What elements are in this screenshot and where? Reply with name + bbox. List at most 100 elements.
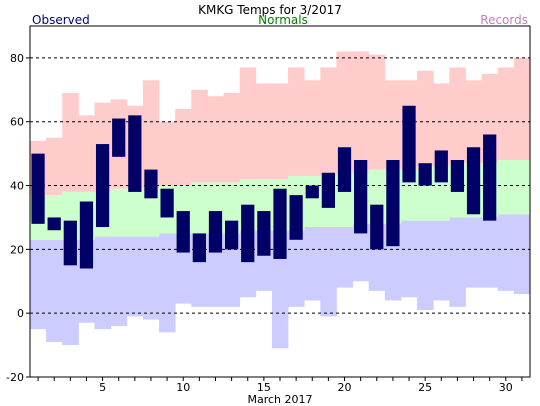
records-low-band-day-8 [142, 236, 160, 320]
legend-normals: Normals [258, 13, 308, 27]
observed-bar-day-29 [483, 134, 497, 221]
records-high-band-day-3 [62, 93, 79, 192]
x-axis-tick-labels: 5 10 15 20 25 30 [99, 381, 513, 394]
observed-bar-day-11 [192, 233, 206, 263]
records-low-band-day-16 [271, 230, 289, 349]
observed-bar-day-4 [79, 201, 94, 269]
records-low-band-day-5 [94, 236, 112, 330]
observed-bar-day-9 [160, 188, 174, 218]
records-high-band-day-13 [223, 93, 241, 183]
records-high-band-day-15 [255, 83, 273, 180]
records-low-band-day-24 [400, 220, 418, 298]
records-high-band-day-9 [159, 121, 176, 186]
observed-bar-day-13 [225, 220, 239, 250]
normals-band-day-31 [513, 160, 531, 215]
records-low-band-day-28 [465, 217, 483, 288]
records-low-band-day-30 [497, 214, 515, 291]
y-tick-label-0: 0 [17, 307, 24, 320]
records-low-band-day-2 [46, 239, 63, 342]
records-high-band-day-28 [465, 80, 483, 164]
records-low-band-day-27 [449, 217, 466, 307]
x-tick-label-10: 10 [176, 381, 190, 394]
observed-bar-day-2 [47, 217, 61, 231]
observed-bar-day-15 [257, 211, 271, 256]
records-high-band-day-8 [142, 80, 160, 189]
observed-bar-day-26 [434, 150, 448, 183]
records-high-band-day-16 [271, 83, 289, 180]
records-high-band-day-26 [433, 83, 450, 167]
records-low-band-day-21 [352, 223, 370, 282]
observed-bar-day-28 [466, 147, 481, 215]
normals-band-day-8 [142, 188, 160, 237]
observed-bar-day-23 [386, 160, 400, 247]
records-high-band-day-12 [207, 96, 224, 183]
records-high-band-day-25 [417, 70, 434, 167]
y-axis-tick-labels: -20 0 20 40 60 80 [6, 52, 24, 384]
observed-bar-day-24 [402, 105, 416, 183]
observed-bar-day-22 [370, 204, 384, 250]
records-low-band-day-25 [417, 220, 434, 310]
observed-bar-day-18 [305, 185, 319, 199]
records-high-band-day-4 [78, 115, 95, 192]
observed-bar-day-8 [144, 169, 158, 199]
observed-bars [31, 105, 497, 269]
observed-bar-day-12 [208, 211, 223, 253]
normals-band-day-7 [126, 188, 144, 237]
y-tick-label-80: 80 [10, 52, 24, 65]
observed-bar-day-16 [273, 188, 287, 259]
records-high-band-day-2 [46, 137, 63, 196]
y-tick-label--20: -20 [6, 371, 24, 384]
axis-ticks [26, 57, 523, 381]
observed-bar-day-25 [418, 163, 432, 186]
records-low-band-day-13 [223, 233, 241, 307]
records-high-band-day-20 [336, 51, 353, 173]
records-low-band-day-3 [62, 239, 79, 346]
records-low-band-day-29 [481, 217, 499, 288]
observed-bar-day-14 [241, 204, 255, 263]
records-low-band-day-20 [336, 227, 353, 288]
observed-bar-day-19 [321, 172, 335, 208]
records-high-band-day-22 [368, 54, 386, 170]
x-tick-label-25: 25 [418, 381, 432, 394]
records-low-band-day-17 [288, 230, 305, 307]
legend-observed: Observed [32, 13, 90, 27]
normals-band-day-6 [110, 188, 128, 237]
records-high-band-day-10 [175, 108, 192, 186]
records-high-band-day-11 [191, 89, 208, 183]
chart-title: KMKG Temps for 3/2017 [198, 3, 342, 17]
records-high-band-day-18 [304, 80, 321, 176]
normals-band-day-13 [223, 182, 241, 234]
observed-bar-day-17 [289, 195, 303, 240]
y-tick-label-40: 40 [10, 180, 24, 193]
gridlines [30, 57, 530, 314]
observed-bar-day-5 [95, 144, 110, 228]
observed-bar-day-7 [128, 115, 142, 192]
records-high-band-day-21 [352, 51, 370, 173]
records-low-band-day-26 [433, 220, 450, 301]
records-high-band-day-27 [449, 67, 466, 164]
x-tick-label-5: 5 [99, 381, 106, 394]
observed-bar-day-21 [354, 160, 368, 234]
normals-band-day-18 [304, 175, 321, 228]
observed-bar-day-1 [31, 153, 45, 224]
legend-records: Records [480, 13, 528, 27]
records-low-band-day-18 [304, 227, 321, 301]
y-tick-label-60: 60 [10, 116, 24, 129]
records-low-band-day-1 [30, 239, 47, 330]
observed-bar-day-20 [337, 147, 352, 192]
normals-band-day-30 [497, 160, 515, 215]
records-low-band-day-9 [159, 233, 176, 333]
normals-band-day-11 [191, 182, 208, 234]
x-tick-label-30: 30 [499, 381, 513, 394]
observed-bar-day-6 [112, 118, 126, 157]
records-high-band-day-30 [497, 67, 515, 161]
x-tick-label-15: 15 [257, 381, 271, 394]
records-high-band-day-23 [384, 80, 402, 170]
y-tick-label-20: 20 [10, 243, 24, 256]
x-tick-label-20: 20 [338, 381, 352, 394]
observed-bar-day-3 [63, 220, 77, 266]
observed-bar-day-10 [176, 211, 190, 253]
x-axis-label: March 2017 [247, 393, 312, 406]
records-high-band-day-19 [320, 67, 337, 176]
